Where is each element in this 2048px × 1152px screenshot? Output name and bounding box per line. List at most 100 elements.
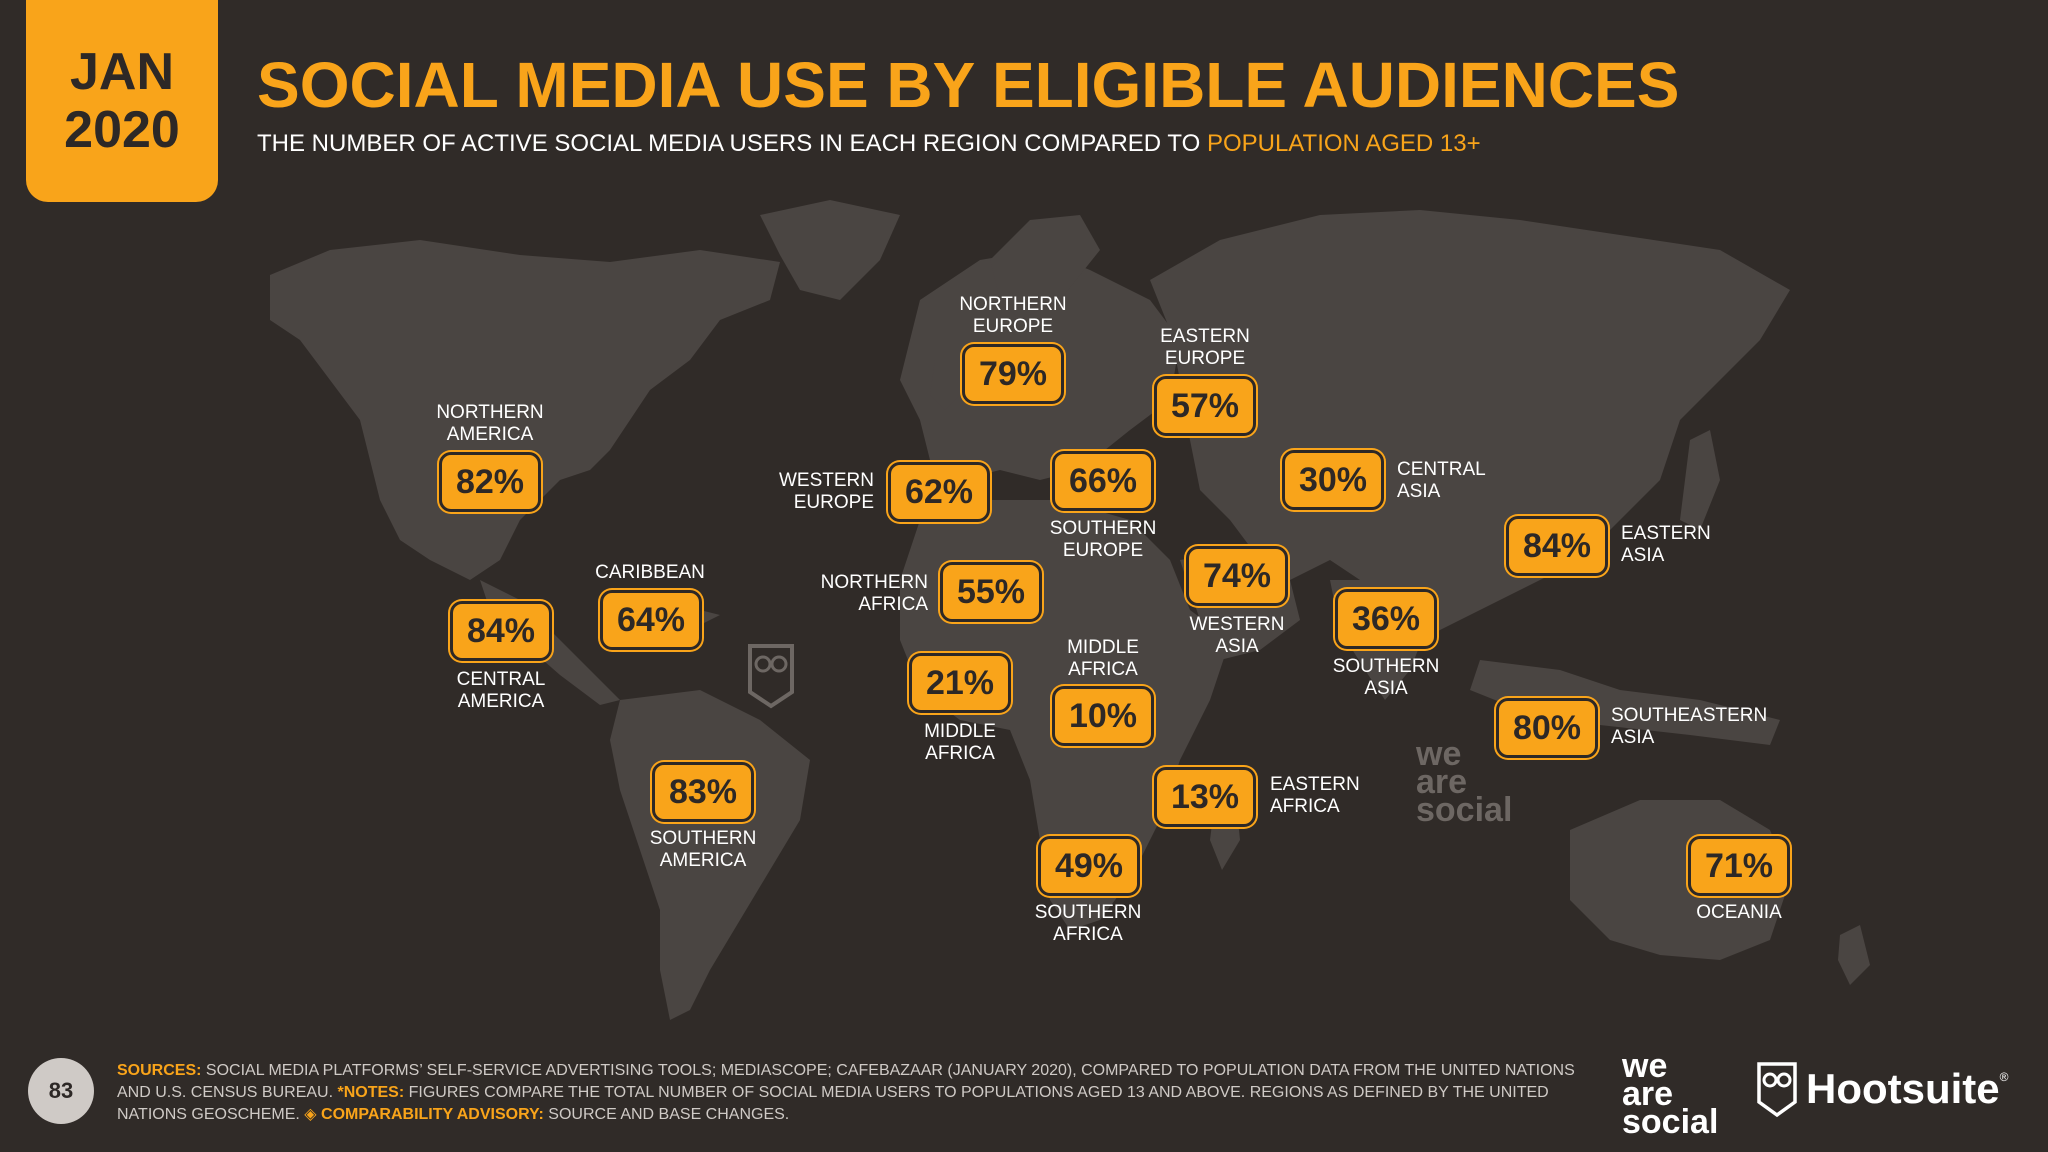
label-southern-america: SOUTHERN AMERICA [650,828,757,872]
page-number: 83 [28,1058,94,1124]
label-line: ASIA [1621,545,1665,566]
map-north-america [270,240,780,580]
label-western-europe: WESTERN EUROPE [779,470,874,514]
label-line: MIDDLE [924,721,996,742]
notes-label: *NOTES: [337,1084,405,1101]
label-line: CENTRAL [1397,459,1486,480]
label-line: EUROPE [1164,348,1246,369]
label-northern-europe: NORTHERN EUROPE [959,294,1066,338]
label-central-asia: CENTRAL ASIA [1397,459,1486,503]
label-line: NORTHERN [959,294,1067,315]
map-japan [1680,430,1720,530]
label-line: ASIA [1397,481,1441,502]
hootsuite-owl-icon [1757,1062,1797,1118]
stat-western-africa: 21% [909,653,1011,713]
label-line: MIDDLE [1067,637,1139,658]
stat-southern-america: 83% [652,762,754,822]
label-line: CENTRAL [456,669,546,690]
footer-sources: SOURCES: SOCIAL MEDIA PLATFORMS’ SELF-SE… [117,1060,1577,1126]
subtitle-highlight: POPULATION AGED 13+ [1206,130,1481,157]
stat-western-europe: 62% [888,462,990,522]
stat-eastern-africa: 13% [1154,767,1256,827]
stat-central-asia: 30% [1282,450,1384,510]
logo-line: social [1622,1103,1719,1141]
page-subtitle: THE NUMBER OF ACTIVE SOCIAL MEDIA USERS … [257,130,1481,158]
logo-line: we [1622,1047,1668,1085]
label-line: NORTHERN [436,402,544,423]
label-line: ASIA [1364,678,1408,699]
label-western-africa: MIDDLE AFRICA [924,721,996,765]
stat-middle-africa: 10% [1052,686,1154,746]
page-title: SOCIAL MEDIA USE BY ELIGIBLE AUDIENCES [257,49,1680,121]
label-line: NORTHERN [820,572,928,593]
sources-label: SOURCES: [117,1062,202,1079]
map-uk [930,345,965,410]
label-line: EUROPE [1062,540,1144,561]
we-are-social-watermark: we are social [1416,735,1513,829]
label-line: WESTERN [1189,614,1285,635]
map-asia [1150,210,1790,640]
label-line: SOUTHERN [1034,902,1142,923]
label-line: AMERICA [659,850,747,871]
label-line: AFRICA [858,594,928,615]
registered-mark: ® [1999,1070,2009,1084]
watermark-line: social [1416,791,1513,829]
map-scandinavia [990,215,1100,320]
label-line: AFRICA [1053,924,1123,945]
label-eastern-asia: EASTERN ASIA [1621,523,1711,567]
label-line: EUROPE [793,492,874,513]
label-line: SOUTHERN [1332,656,1440,677]
stat-oceania: 71% [1688,836,1790,896]
label-line: EASTERN [1160,326,1250,347]
label-line: SOUTHERN [649,828,757,849]
we-are-social-logo: we are social [1622,1047,1719,1141]
stat-eastern-asia: 84% [1506,516,1608,576]
advisory-label: ◈ COMPARABILITY ADVISORY: [304,1106,544,1123]
stat-southern-europe: 66% [1052,451,1154,511]
notes-text: FIGURES COMPARE THE TOTAL NUMBER OF SOCI… [117,1084,1549,1123]
label-line: AFRICA [1068,659,1138,680]
label-line: SOUTHEASTERN [1611,705,1768,726]
stat-northern-america: 82% [439,452,541,512]
label-line: OCEANIA [1696,902,1782,923]
label-northern-africa: NORTHERN AFRICA [821,572,928,616]
badge-year: 2020 [64,101,180,159]
label-line: ASIA [1215,636,1259,657]
stat-western-asia: 74% [1186,546,1288,606]
stat-caribbean: 64% [600,590,702,650]
label-line: SOUTHERN [1049,518,1157,539]
label-line: AFRICA [925,743,995,764]
label-line: CARIBBEAN [595,562,705,583]
label-eastern-africa: EASTERN AFRICA [1270,774,1360,818]
label-line: EUROPE [972,316,1054,337]
label-caribbean: CARIBBEAN [595,562,705,584]
map-se-asia [1470,660,1780,745]
label-line: AFRICA [1270,796,1340,817]
owl-watermark-icon [748,644,794,709]
label-southern-africa: SOUTHERN AFRICA [1035,902,1142,946]
stat-southern-asia: 36% [1335,589,1437,649]
label-southern-europe: SOUTHERN EUROPE [1050,518,1157,562]
label-northern-america: NORTHERN AMERICA [436,402,543,446]
stat-southeastern-asia: 80% [1496,698,1598,758]
label-central-america: CENTRAL AMERICA [457,669,546,713]
stat-northern-europe: 79% [962,344,1064,404]
label-western-asia: WESTERN ASIA [1190,614,1285,658]
watermark-line: we [1416,735,1462,773]
label-eastern-europe: EASTERN EUROPE [1160,326,1250,370]
stat-eastern-europe: 57% [1154,376,1256,436]
label-oceania: OCEANIA [1696,902,1782,924]
label-line: EASTERN [1621,523,1711,544]
watermark-line: are [1416,763,1468,801]
label-line: ASIA [1611,727,1655,748]
hootsuite-logo: Hootsuite ® [1756,1060,2009,1118]
hootsuite-wordmark: Hootsuite [1806,1065,2000,1112]
label-southeastern-asia: SOUTHEASTERN ASIA [1611,705,1767,749]
label-line: AMERICA [446,424,534,445]
label-southern-asia: SOUTHERN ASIA [1333,656,1440,700]
label-line: EASTERN [1270,774,1360,795]
stat-southern-africa: 49% [1038,836,1140,896]
advisory-text: SOURCE AND BASE CHANGES. [543,1106,790,1123]
label-line: WESTERN [779,470,874,491]
logo-line: are [1622,1075,1674,1113]
